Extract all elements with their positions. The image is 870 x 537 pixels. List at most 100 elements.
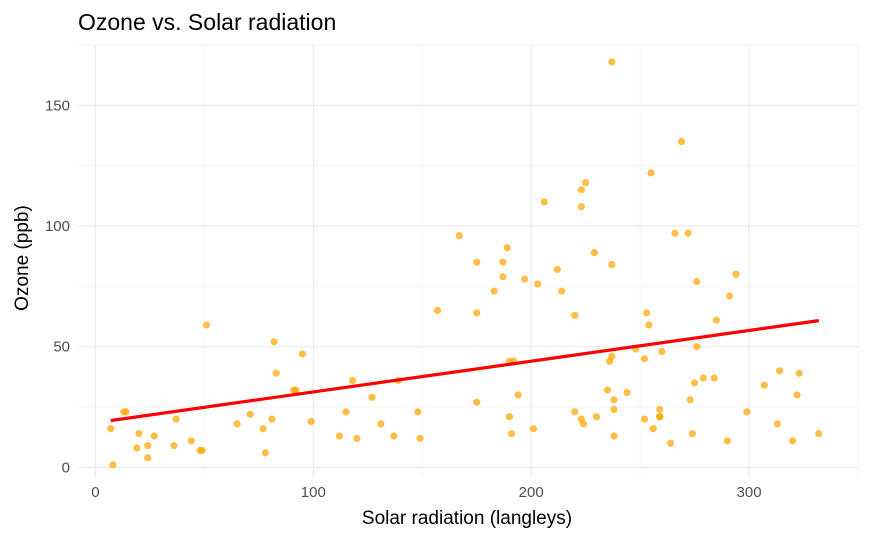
data-point (144, 454, 152, 462)
data-point (342, 408, 350, 416)
data-point (268, 415, 276, 423)
data-point (725, 292, 734, 300)
data-point (647, 169, 655, 177)
data-point (473, 258, 481, 266)
data-point (577, 203, 585, 211)
data-point (686, 396, 694, 404)
data-point (505, 413, 513, 421)
data-point (577, 415, 585, 423)
data-point (135, 429, 143, 438)
data-point (732, 270, 740, 278)
data-point (540, 198, 548, 206)
data-point (298, 350, 307, 358)
data-point (507, 429, 516, 438)
data-point (368, 393, 376, 401)
data-point (649, 425, 657, 433)
data-point (473, 398, 481, 406)
data-point (610, 396, 618, 404)
data-point (640, 355, 649, 363)
data-point (743, 408, 751, 416)
data-point (202, 321, 211, 329)
data-point (353, 434, 361, 442)
data-point (645, 321, 653, 329)
data-point (414, 408, 422, 416)
data-point (608, 352, 616, 360)
data-point (603, 386, 612, 394)
data-point (789, 437, 797, 445)
data-point (272, 369, 280, 377)
chart-title: Ozone vs. Solar radiation (78, 9, 336, 35)
data-point (710, 374, 718, 382)
data-point (529, 425, 537, 433)
data-point (390, 432, 398, 440)
data-point (608, 58, 616, 66)
data-point (261, 449, 269, 457)
data-point (577, 186, 585, 194)
data-point (172, 415, 180, 423)
data-point (760, 381, 768, 389)
data-point (571, 311, 579, 319)
x-axis-title: Solar radiation (langleys) (362, 508, 572, 529)
data-point (793, 391, 801, 399)
data-point (246, 410, 254, 418)
data-point (499, 258, 507, 266)
data-point (656, 413, 664, 421)
trend-line-layer (110, 319, 820, 423)
data-point (377, 420, 385, 428)
data-point (514, 391, 522, 399)
data-point (233, 420, 241, 428)
data-point (582, 178, 590, 187)
data-point (712, 316, 720, 324)
data-point (433, 306, 442, 315)
data-point (643, 309, 651, 317)
data-point (416, 434, 424, 442)
data-point (815, 429, 823, 438)
data-point (473, 309, 481, 317)
y-tick-label: 150 (45, 97, 70, 114)
data-point (558, 287, 566, 295)
data-point (610, 432, 618, 440)
data-point (187, 437, 195, 445)
data-point (688, 429, 697, 438)
data-point (667, 439, 675, 447)
data-point (109, 461, 117, 469)
data-point (150, 432, 158, 440)
data-point (122, 408, 130, 416)
data-point (499, 273, 507, 281)
data-point (699, 374, 707, 382)
y-tick-labels: 0 50 100 150 (45, 97, 70, 476)
x-tick-label: 300 (737, 484, 762, 501)
data-point (455, 232, 463, 240)
data-point (590, 248, 598, 257)
data-point (335, 432, 344, 440)
data-point (684, 229, 692, 237)
data-point (693, 277, 701, 286)
data-point (259, 425, 267, 433)
x-tick-label: 100 (301, 484, 326, 501)
y-tick-label: 50 (53, 339, 70, 356)
data-point (170, 442, 178, 450)
data-point (723, 437, 731, 445)
data-point (658, 347, 666, 356)
data-point (198, 446, 206, 455)
data-point (608, 261, 616, 269)
data-point (693, 343, 701, 351)
data-point (671, 229, 679, 237)
data-point (795, 369, 803, 377)
data-point (775, 367, 784, 375)
data-point (107, 425, 115, 433)
data-point (307, 417, 315, 426)
major-gridlines (78, 45, 858, 477)
data-point (677, 137, 686, 146)
data-point (690, 379, 699, 387)
data-point (534, 280, 542, 288)
trend-line (110, 319, 820, 423)
scatter-points (107, 58, 823, 469)
y-tick-label: 100 (45, 218, 70, 235)
data-point (610, 405, 618, 414)
data-point (348, 376, 357, 385)
data-point (656, 405, 664, 414)
data-point (144, 442, 152, 450)
